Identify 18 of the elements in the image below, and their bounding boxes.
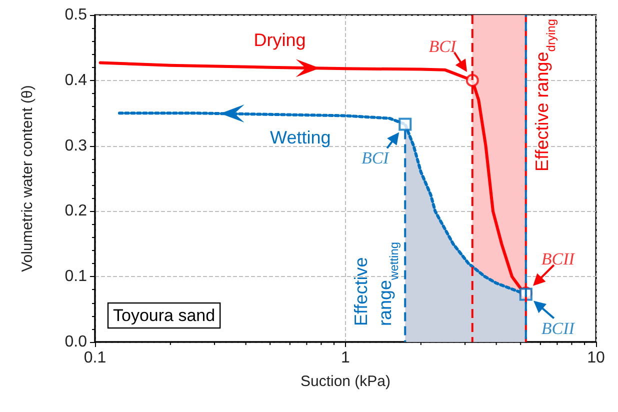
data-label: BCII: [541, 318, 576, 338]
series-label: Wetting: [270, 128, 331, 148]
y-tick-label: 0.1: [64, 268, 88, 286]
y-tick-label: 0.2: [64, 202, 88, 220]
y-tick-label: 0.0: [64, 334, 88, 350]
series-label: Drying: [254, 30, 306, 50]
x-axis-title: Suction (kPa): [300, 373, 391, 390]
x-tick-label: 1: [341, 350, 350, 366]
y-tick-label: 0.3: [64, 137, 88, 154]
x-tick-label: 10: [587, 350, 605, 366]
y-tick-label: 0.4: [64, 72, 88, 89]
annotation: Toyoura sand: [113, 306, 216, 325]
data-label: BCII: [541, 249, 576, 268]
data-label: BCI: [361, 148, 390, 168]
y-tick-label: 0.5: [64, 6, 88, 24]
y-axis-title: Volumetric water content (θ): [19, 85, 36, 272]
x-tick-label: 0.1: [84, 350, 106, 366]
data-label: BCI: [428, 36, 458, 56]
